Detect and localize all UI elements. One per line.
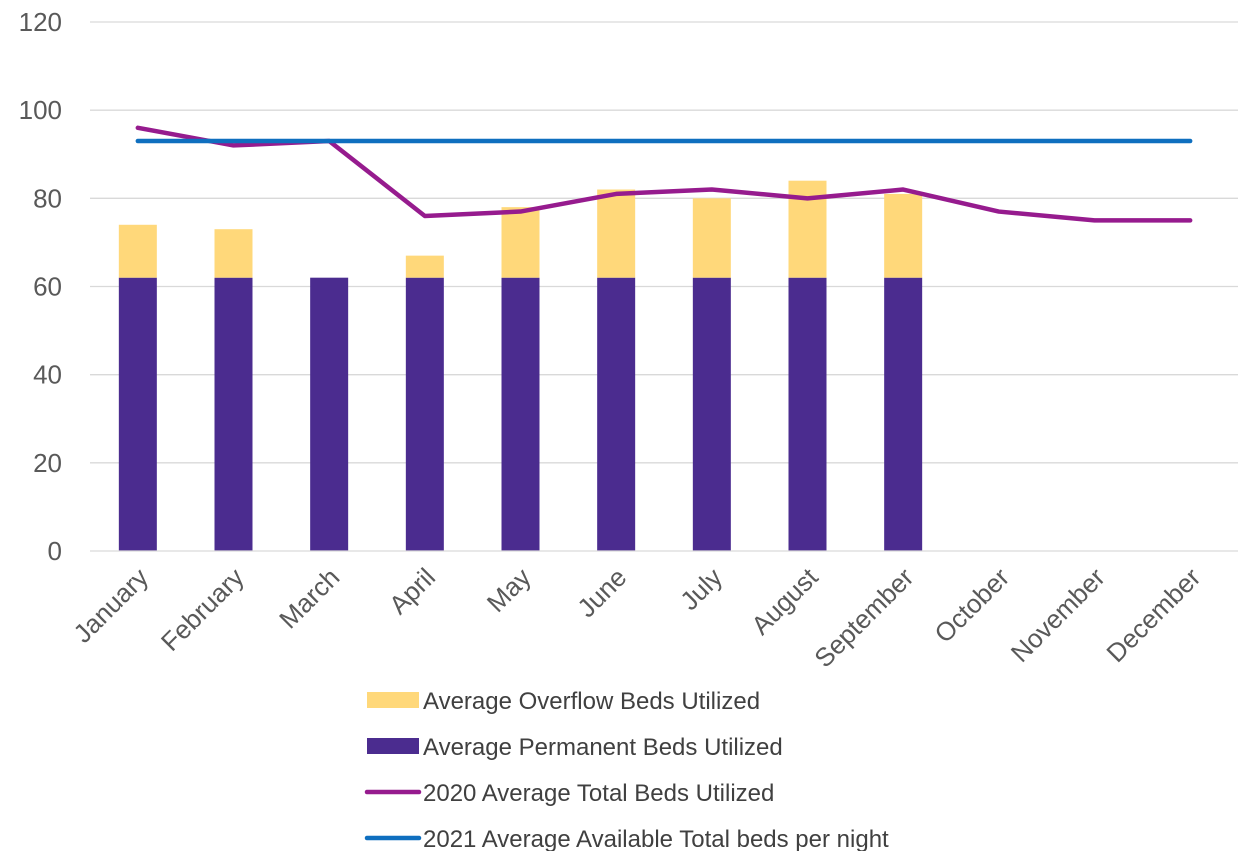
legend-swatch-average-permanent-beds-utilized: [367, 738, 419, 754]
y-tick-label: 80: [33, 183, 62, 213]
bar-average-overflow-beds-utilized-september: [884, 193, 923, 278]
y-tick-label: 40: [33, 360, 62, 390]
x-tick-label-september: September: [808, 562, 919, 673]
y-tick-label: 60: [33, 272, 62, 302]
bar-average-permanent-beds-utilized-january: [118, 277, 157, 551]
y-axis-tick-labels: 0 20 40 60 80 100 120: [19, 7, 62, 566]
x-tick-label-june: June: [571, 562, 632, 623]
legend-label-2020-average-total-beds-utilized: 2020 Average Total Beds Utilized: [423, 780, 774, 807]
bar-average-overflow-beds-utilized-july: [692, 198, 731, 278]
line-series: [135, 125, 1193, 223]
stacked-bars: [118, 180, 923, 551]
x-tick-label-december: December: [1100, 562, 1206, 668]
legend: Average Overflow Beds Utilized Average Pe…: [364, 688, 889, 851]
legend-swatch-average-overflow-beds-utilized: [367, 692, 419, 708]
y-tick-label: 120: [19, 7, 62, 37]
legend-label-average-permanent-beds-utilized: Average Permanent Beds Utilized: [423, 734, 783, 761]
bar-average-permanent-beds-utilized-march: [310, 277, 349, 551]
x-tick-label-march: March: [273, 562, 345, 634]
x-tick-label-may: May: [481, 562, 537, 618]
gridlines: [90, 21, 1238, 464]
bar-average-permanent-beds-utilized-february: [214, 277, 253, 551]
bar-average-overflow-beds-utilized-february: [214, 229, 253, 278]
bar-average-permanent-beds-utilized-august: [788, 277, 827, 551]
bar-average-permanent-beds-utilized-july: [692, 277, 731, 551]
bar-average-overflow-beds-utilized-april: [405, 255, 444, 278]
y-tick-label: 100: [19, 95, 62, 125]
bar-average-overflow-beds-utilized-january: [118, 224, 157, 278]
bar-average-permanent-beds-utilized-may: [501, 277, 540, 551]
x-tick-label-october: October: [928, 562, 1015, 649]
x-tick-label-july: July: [674, 562, 728, 616]
y-tick-label: 0: [48, 536, 62, 566]
bar-average-permanent-beds-utilized-june: [597, 277, 636, 551]
bar-average-permanent-beds-utilized-september: [884, 277, 923, 551]
legend-label-2021-average-available-total-beds-per-night: 2021 Average Available Total beds per ni…: [423, 826, 889, 851]
x-axis-tick-labels: January February March April May June July Augu…: [67, 561, 1206, 673]
bar-average-permanent-beds-utilized-april: [405, 277, 444, 551]
x-tick-label-november: November: [1005, 562, 1111, 668]
bar-average-overflow-beds-utilized-june: [597, 189, 636, 278]
x-tick-label-february: February: [155, 562, 250, 657]
x-tick-label-april: April: [383, 562, 441, 620]
x-tick-label-january: January: [67, 562, 154, 649]
y-tick-label: 20: [33, 448, 62, 478]
x-tick-label-august: August: [745, 561, 824, 640]
legend-label-average-overflow-beds-utilized: Average Overflow Beds Utilized: [423, 688, 760, 715]
bar-average-overflow-beds-utilized-may: [501, 207, 540, 278]
